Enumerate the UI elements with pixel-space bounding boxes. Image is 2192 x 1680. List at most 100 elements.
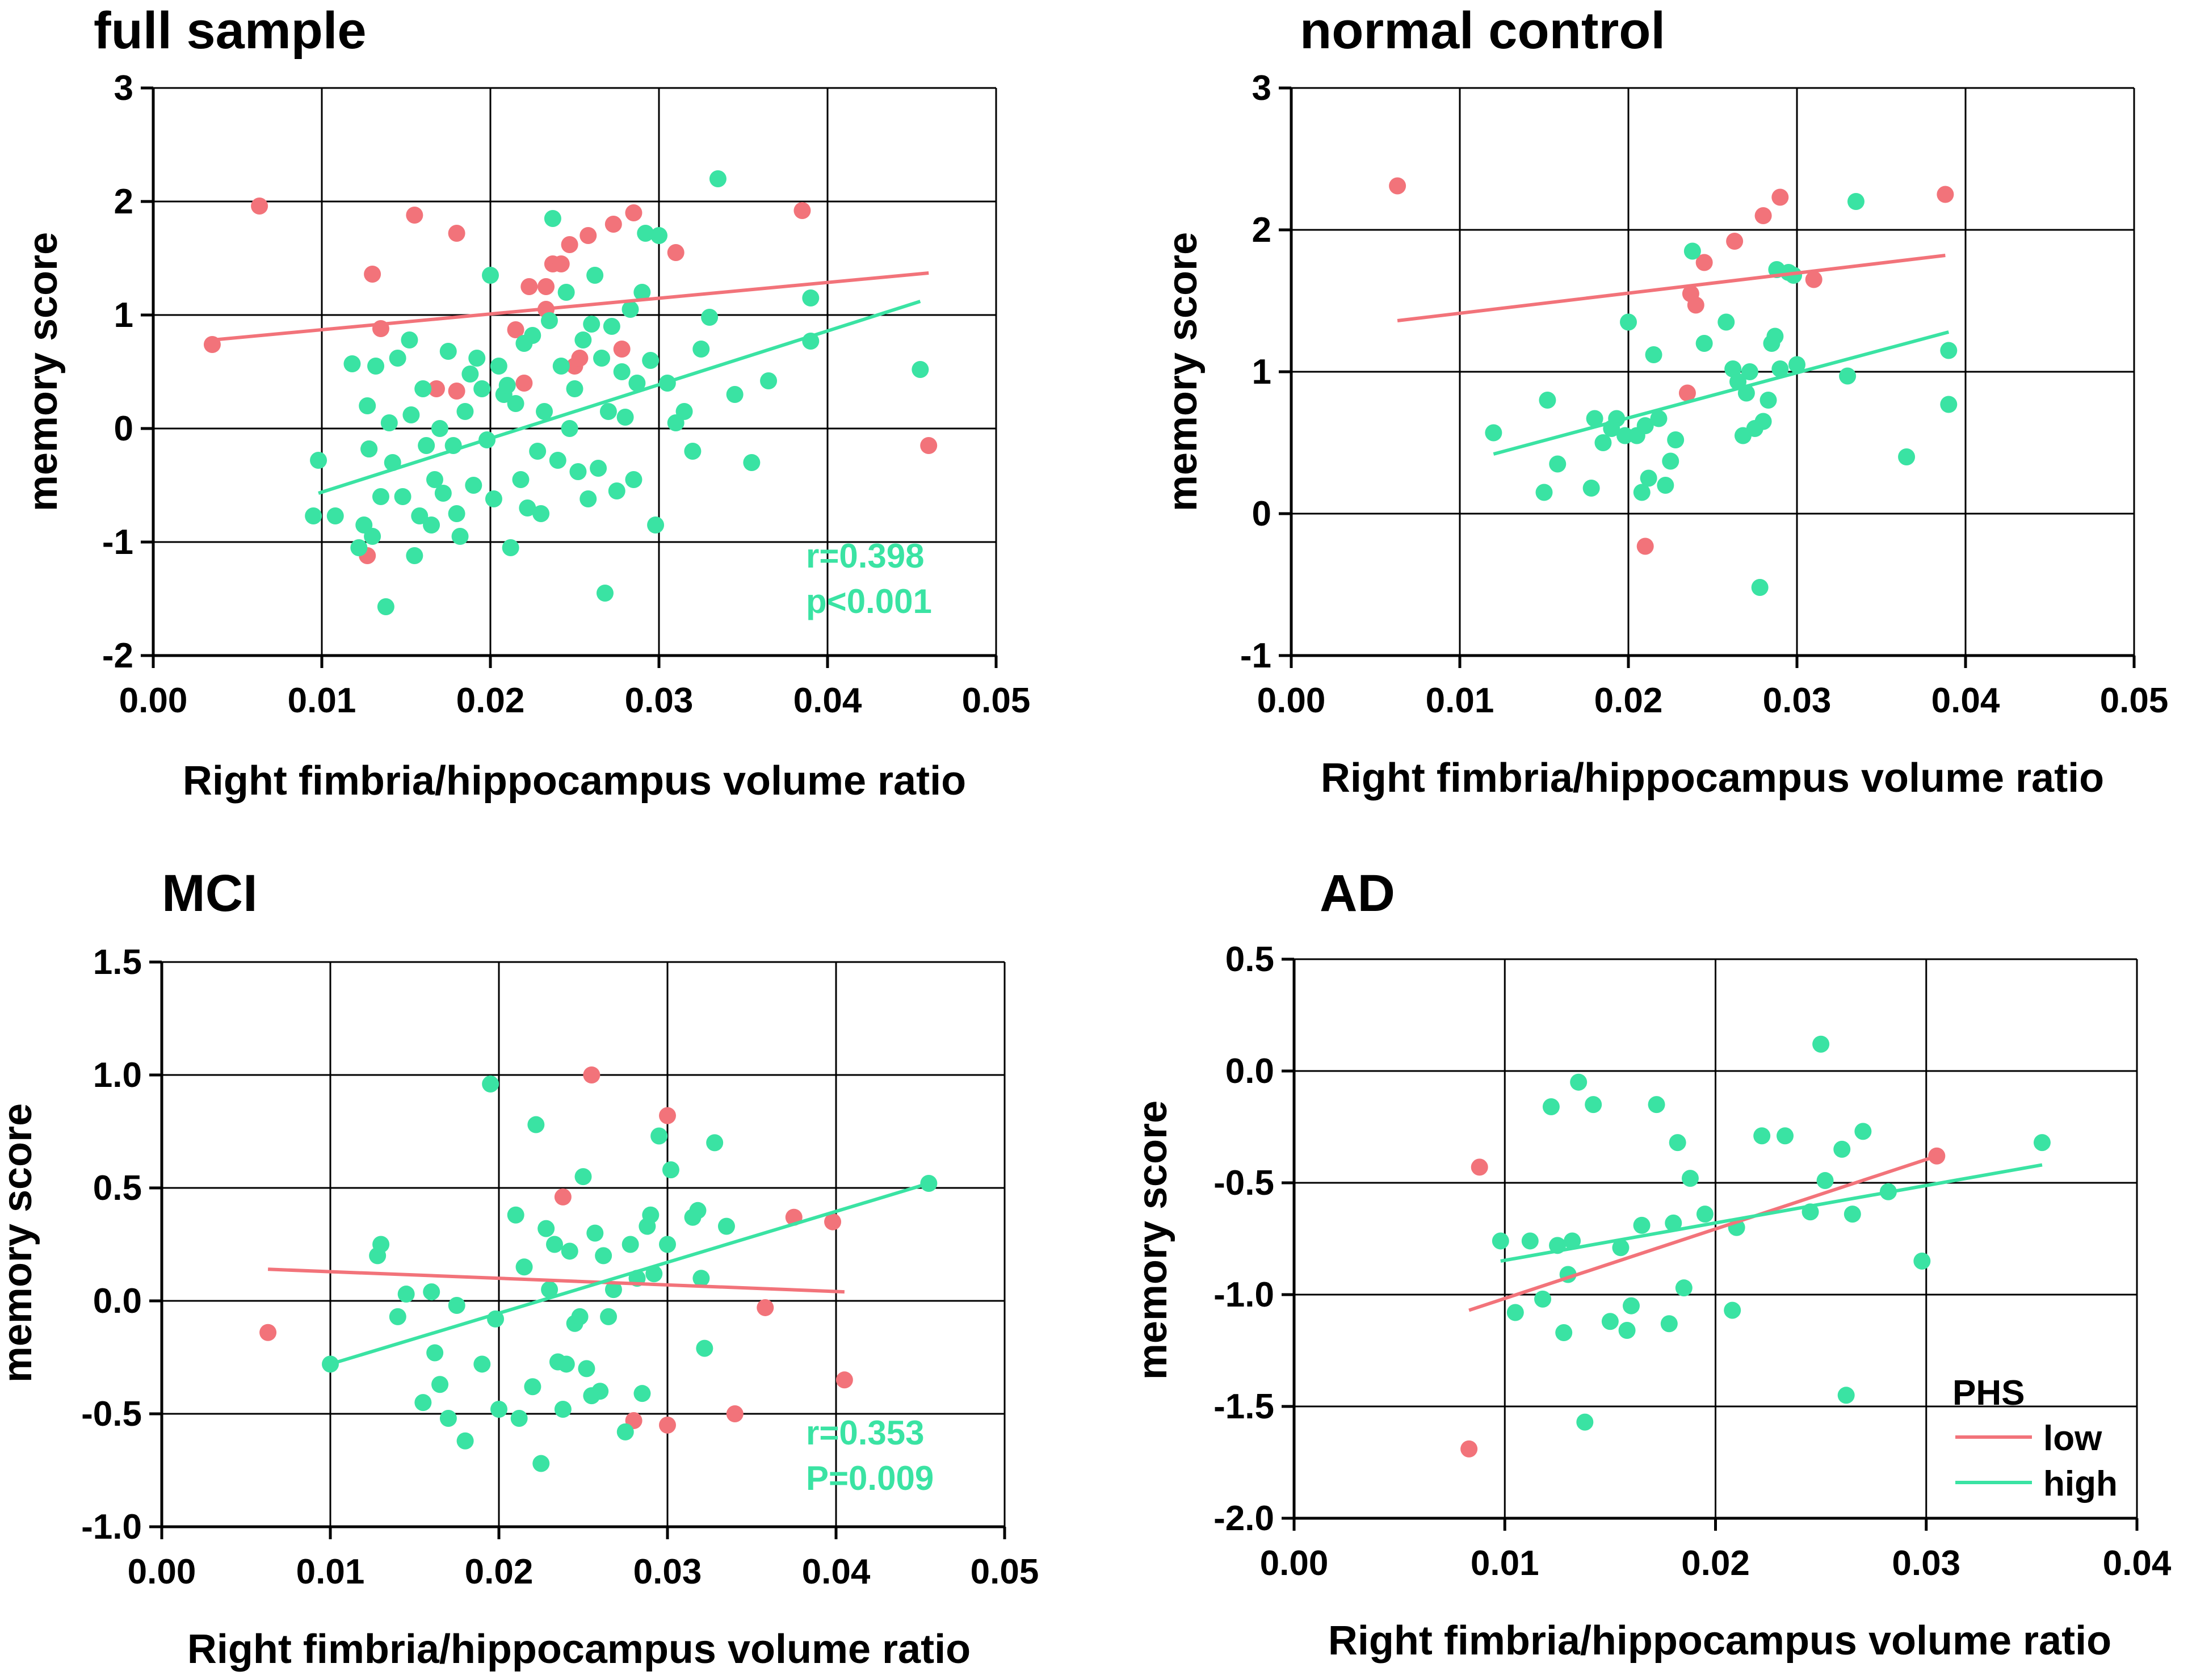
fit-line-high <box>1500 1163 2043 1263</box>
data-point-high <box>1724 360 1742 377</box>
data-point-high <box>1940 342 1958 359</box>
data-point-high <box>512 471 530 488</box>
data-point-low <box>667 244 685 261</box>
correlation-p: p<0.001 <box>806 582 932 620</box>
data-point-high <box>498 377 516 394</box>
data-point-high <box>1650 410 1668 427</box>
x-tick-label: 0.05 <box>971 1552 1039 1591</box>
data-point-high <box>1681 1170 1699 1187</box>
data-point-high <box>1940 396 1958 413</box>
data-point-high <box>726 386 744 403</box>
x-tick-label: 0.05 <box>962 681 1031 720</box>
correlation-r: r=0.398 <box>806 537 925 575</box>
data-point-high <box>650 1127 668 1145</box>
x-axis-label: Right fimbria/hippocampus volume ratio <box>187 1627 971 1672</box>
data-point-high <box>1492 1232 1509 1250</box>
x-tick-label: 0.00 <box>1257 681 1326 720</box>
data-point-high <box>401 331 418 348</box>
data-point-high <box>1640 469 1657 487</box>
data-point-high <box>1570 1073 1588 1091</box>
x-tick-label: 0.03 <box>1892 1544 1960 1583</box>
plot-area: 0.00 0.01 0.02 0.03 0.04 0.05 -1 0 1 2 3 <box>1240 69 2168 720</box>
data-point-high <box>426 1344 444 1362</box>
y-tick-label: -1.5 <box>1213 1387 1274 1426</box>
data-point-low <box>554 1188 572 1206</box>
x-tick-label: 0.04 <box>802 1552 871 1591</box>
data-point-high <box>529 443 547 460</box>
data-point-low <box>552 255 570 272</box>
data-point-high <box>684 443 702 460</box>
data-point-high <box>645 1265 663 1283</box>
data-point-high <box>701 309 719 326</box>
data-point-low <box>507 321 524 338</box>
data-point-high <box>423 516 440 534</box>
x-tick-label: 0.03 <box>1763 681 1832 720</box>
x-tick-label: 0.03 <box>625 681 694 720</box>
data-point-high <box>561 420 578 437</box>
x-tick-label: 0.04 <box>1931 681 2000 720</box>
data-point-high <box>1754 413 1772 430</box>
data-point-high <box>1847 193 1865 210</box>
data-point-high <box>414 1394 432 1412</box>
data-point-high <box>1485 424 1502 442</box>
data-point-low <box>448 383 465 400</box>
data-point-low <box>1636 537 1654 555</box>
data-point-high <box>1616 427 1634 444</box>
data-point-high <box>593 350 611 367</box>
y-tick-label: -0.5 <box>1213 1164 1274 1203</box>
x-axis-label: Right fimbria/hippocampus volume ratio <box>183 758 966 804</box>
x-tick-label: 0.00 <box>119 681 188 720</box>
data-point-low <box>604 216 622 233</box>
data-point-high <box>1718 313 1735 331</box>
data-point-high <box>692 1270 710 1287</box>
data-point-high <box>434 485 452 502</box>
data-point-high <box>326 507 344 524</box>
data-point-high <box>586 267 604 284</box>
data-point-high <box>1582 480 1600 497</box>
y-tick-label: 0.0 <box>93 1282 142 1321</box>
correlation-p: P=0.009 <box>806 1459 934 1497</box>
data-point-high <box>1854 1123 1872 1140</box>
y-axis-label: memory score <box>1130 1101 1175 1380</box>
data-point-high <box>1771 360 1789 377</box>
data-point-high <box>608 482 625 499</box>
data-point-low <box>835 1371 853 1389</box>
data-point-high <box>389 1308 406 1325</box>
data-point-high <box>465 477 482 494</box>
data-point-high <box>600 1308 618 1325</box>
data-point-high <box>1645 346 1662 363</box>
data-point-high <box>394 488 411 505</box>
data-point-high <box>1612 1239 1630 1257</box>
data-point-high <box>507 395 524 412</box>
data-point-high <box>706 1134 724 1152</box>
data-point-high <box>1542 1098 1560 1116</box>
y-tick-label: 0.5 <box>93 1169 142 1208</box>
data-point-high <box>1839 367 1857 385</box>
data-point-high <box>912 361 929 378</box>
data-point-high <box>571 1308 589 1325</box>
data-point-low <box>1389 177 1406 195</box>
data-point-high <box>1675 1279 1693 1297</box>
data-point-high <box>532 505 550 522</box>
data-point-high <box>1539 392 1556 409</box>
x-tick-label: 0.03 <box>633 1552 702 1591</box>
data-point-high <box>692 341 710 358</box>
x-tick-label: 0.01 <box>1426 681 1494 720</box>
y-tick-label: 0.5 <box>1225 940 1274 979</box>
data-point-high <box>580 490 597 507</box>
fit-line-low <box>267 1267 845 1294</box>
data-point-high <box>1751 579 1769 596</box>
x-tick-label: 0.04 <box>2103 1544 2172 1583</box>
x-tick-label: 0.02 <box>1594 681 1663 720</box>
data-point-high <box>1696 1206 1714 1223</box>
data-point-high <box>510 1409 528 1427</box>
data-point-high <box>1766 327 1784 345</box>
data-point-high <box>448 505 465 522</box>
data-point-high <box>490 1401 507 1418</box>
x-tick-label: 0.00 <box>128 1552 196 1591</box>
data-point-high <box>418 437 435 454</box>
data-point-low <box>726 1405 744 1422</box>
data-point-low <box>571 350 589 367</box>
data-point-high <box>596 585 614 602</box>
panel-title: normal control <box>1300 2 1665 60</box>
